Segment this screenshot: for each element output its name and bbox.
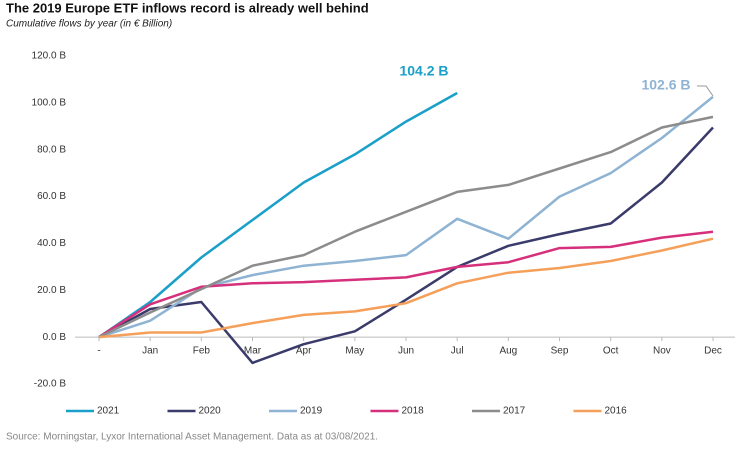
series-line	[98, 126, 714, 365]
y-tick-label: 0.0 B	[43, 332, 67, 343]
series-line	[98, 115, 714, 339]
series-line	[98, 230, 714, 339]
legend-label: 2018	[402, 406, 425, 417]
legend-label: 2016	[605, 406, 628, 417]
annotation: 102.6 B	[641, 77, 690, 93]
y-tick-label: 100.0 B	[32, 97, 67, 108]
x-tick-label: Jun	[398, 346, 414, 357]
x-tick-label: Feb	[193, 346, 211, 357]
y-tick-label: -20.0 B	[34, 379, 67, 390]
x-tick-label: Nov	[653, 346, 671, 357]
chart-title: The 2019 Europe ETF inflows record is al…	[6, 0, 369, 15]
legend-label: 2020	[199, 406, 222, 417]
x-tick-label: Sep	[551, 346, 569, 357]
y-tick-label: 80.0 B	[37, 144, 66, 155]
legend-label: 2017	[503, 406, 526, 417]
x-tick-label: Oct	[603, 346, 619, 357]
annotation-leader	[697, 85, 714, 97]
y-tick-label: 40.0 B	[37, 238, 66, 249]
y-tick-label: 20.0 B	[37, 285, 66, 296]
x-tick-label: Mar	[244, 346, 262, 357]
x-tick-label: Dec	[704, 346, 722, 357]
y-tick-label: 120.0 B	[32, 51, 67, 62]
annotation: 104.2 B	[399, 63, 448, 79]
x-tick-label: May	[345, 346, 364, 357]
y-tick-label: 60.0 B	[37, 191, 66, 202]
x-tick-label: Jan	[142, 346, 158, 357]
series-line	[98, 91, 458, 339]
chart-subtitle: Cumulative flows by year (in € Billion)	[6, 19, 172, 30]
x-tick-label: -	[97, 346, 100, 357]
legend-label: 2019	[300, 406, 323, 417]
source: Source: Morningstar, Lyxor International…	[6, 432, 378, 443]
x-tick-label: Apr	[296, 346, 312, 357]
x-tick-label: Aug	[499, 346, 517, 357]
x-tick-label: Jul	[451, 346, 464, 357]
series-line	[98, 237, 714, 339]
legend-label: 2021	[97, 406, 120, 417]
